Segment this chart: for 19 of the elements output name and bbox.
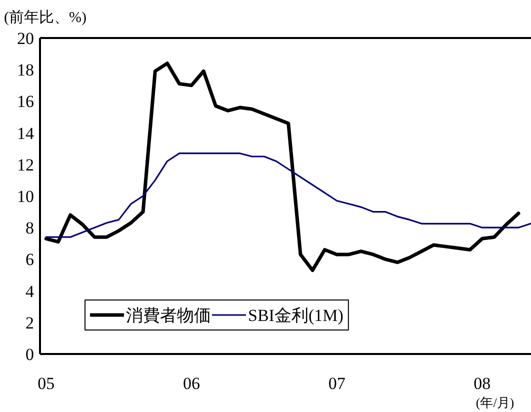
ytick: 0 [26,345,34,364]
ytick: 16 [17,92,34,112]
ytick: 10 [17,187,34,206]
ytick: 12 [17,155,34,174]
legend-label: SBI金利(1M) [248,306,344,325]
ytick: 2 [26,313,34,332]
ylabel: (前年比、%) [4,10,86,26]
ytick: 8 [26,218,34,238]
ytick: 14 [17,124,34,143]
xtick: 07 [328,374,346,393]
xtick: 06 [182,374,200,393]
legend-label: 消費者物価 [126,306,211,325]
xtick: 05 [38,374,55,393]
ytick: 18 [17,60,34,80]
xlabel: (年/月) [476,395,514,410]
ytick: 6 [26,250,34,270]
xtick: 08 [474,374,491,393]
ytick: 4 [26,282,34,301]
ytick: 20 [17,29,34,48]
